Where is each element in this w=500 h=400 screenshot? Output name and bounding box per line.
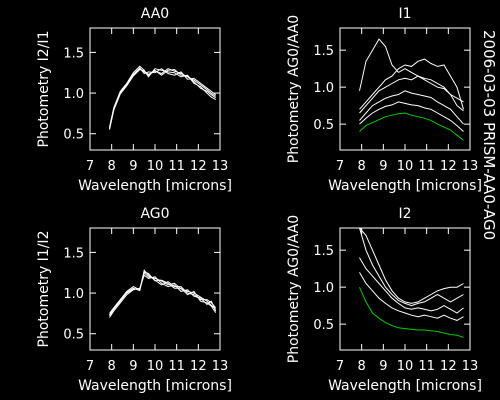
chart-title: I2 xyxy=(398,206,411,222)
series-line-2 xyxy=(359,58,464,110)
x-axis-label: Wavelength [microns] xyxy=(78,378,232,394)
series-line-2 xyxy=(109,269,217,314)
x-axis-label: Wavelength [microns] xyxy=(328,378,482,394)
series-line-4 xyxy=(109,68,216,130)
x-tick-label: 8 xyxy=(108,359,116,374)
x-tick-label: 11 xyxy=(168,159,185,174)
series-line-3 xyxy=(109,67,216,129)
x-tick-label: 12 xyxy=(440,159,457,174)
x-tick-label: 9 xyxy=(379,159,387,174)
y-tick-label: 1.5 xyxy=(63,246,84,261)
x-tick-label: 11 xyxy=(418,159,435,174)
x-tick-label: 10 xyxy=(147,359,164,374)
chart-title: AA0 xyxy=(141,6,169,22)
y-tick-label: 1.0 xyxy=(63,87,84,102)
x-axis-label: Wavelength [microns] xyxy=(328,178,482,194)
y-tick-label: 1.0 xyxy=(313,281,334,296)
series-line-4 xyxy=(359,90,464,125)
x-tick-label: 7 xyxy=(86,159,94,174)
y-tick-label: 1.0 xyxy=(313,81,334,96)
chart-title: AG0 xyxy=(140,206,169,222)
y-tick-label: 1.5 xyxy=(313,44,334,59)
x-tick-label: 8 xyxy=(358,159,366,174)
chart-panel-4: I2 7 8 9 10 11 12 13 0.5 1.0 1.5 Wavelength [micron… xyxy=(286,206,482,394)
x-tick-label: 10 xyxy=(147,159,164,174)
x-tick-label: 13 xyxy=(462,359,479,374)
y-tick-label: 0.5 xyxy=(63,328,84,343)
series-line-2 xyxy=(359,228,464,307)
x-tick-label: 11 xyxy=(418,359,435,374)
y-tick-label: 1.5 xyxy=(313,244,334,259)
series-line-4 xyxy=(359,272,464,321)
x-tick-label: 7 xyxy=(336,159,344,174)
x-tick-label: 12 xyxy=(190,159,207,174)
side-label: 2006-03-03 PRISM-AA0-AG0 xyxy=(480,30,498,240)
x-tick-label: 12 xyxy=(440,359,457,374)
y-tick-label: 0.5 xyxy=(313,318,334,333)
y-tick-label: 0.5 xyxy=(313,118,334,133)
series-line-3 xyxy=(109,274,217,318)
y-axis-label: Photometry AG0/AA0 xyxy=(286,215,302,363)
x-tick-label: 13 xyxy=(212,159,229,174)
chart-panel-1: AA0 7 8 9 10 11 12 13 0.5 1.0 1.5 Wavelength [micro… xyxy=(36,6,232,194)
x-tick-label: 8 xyxy=(108,159,116,174)
x-tick-label: 9 xyxy=(129,159,137,174)
chart-title: I1 xyxy=(398,6,411,22)
series-line-5 xyxy=(359,286,464,338)
y-tick-label: 1.0 xyxy=(63,287,84,302)
x-tick-label: 7 xyxy=(86,359,94,374)
series-line-4 xyxy=(109,271,217,316)
x-tick-label: 10 xyxy=(397,159,414,174)
series-line-6 xyxy=(359,112,464,141)
x-tick-label: 12 xyxy=(190,359,207,374)
y-axis-label: Photometry AG0/AA0 xyxy=(286,15,302,163)
x-tick-label: 8 xyxy=(358,359,366,374)
x-tick-label: 9 xyxy=(129,359,137,374)
chart-panel-2: I1 7 8 9 10 11 12 13 0.5 1.0 1.5 Wavelength [micron… xyxy=(286,6,482,194)
series-line-1 xyxy=(109,271,217,317)
y-axis-label: Photometry I1/I2 xyxy=(36,231,52,348)
y-tick-label: 1.5 xyxy=(63,46,84,61)
x-axis-label: Wavelength [microns] xyxy=(78,178,232,194)
chart-panel-3: AG0 7 8 9 10 11 12 13 0.5 1.0 1.5 Wavelength [micro… xyxy=(36,206,232,394)
series-line-3 xyxy=(359,257,464,314)
series-line-1 xyxy=(359,38,464,103)
series-line-1 xyxy=(359,228,464,304)
series-line-5 xyxy=(359,101,464,132)
x-tick-label: 13 xyxy=(212,359,229,374)
x-tick-label: 7 xyxy=(336,359,344,374)
x-tick-label: 10 xyxy=(397,359,414,374)
x-tick-label: 11 xyxy=(168,359,185,374)
y-tick-label: 0.5 xyxy=(63,128,84,143)
x-tick-label: 13 xyxy=(462,159,479,174)
series-line-3 xyxy=(359,75,464,114)
x-tick-label: 9 xyxy=(379,359,387,374)
y-axis-label: Photometry I2/I1 xyxy=(36,31,52,148)
